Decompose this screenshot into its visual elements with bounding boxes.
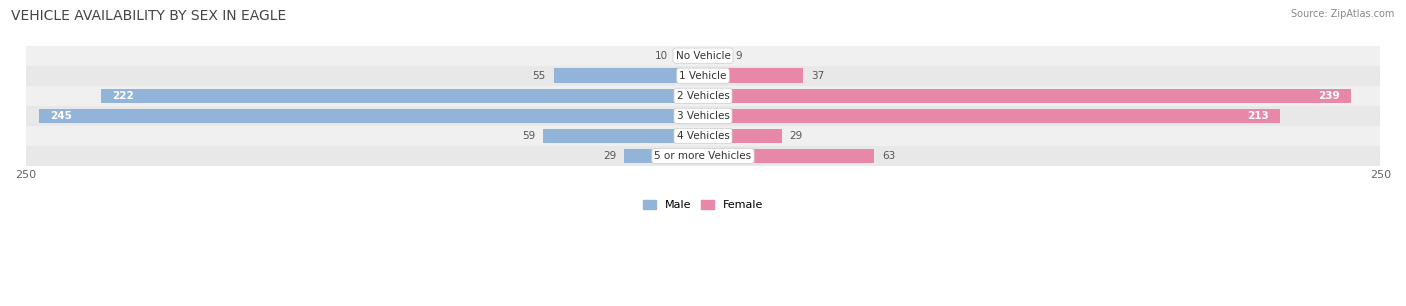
Text: No Vehicle: No Vehicle — [675, 50, 731, 61]
Bar — [101, 88, 703, 103]
Text: 245: 245 — [51, 111, 72, 121]
Bar — [703, 48, 727, 63]
Text: 59: 59 — [522, 131, 536, 141]
Text: 3 Vehicles: 3 Vehicles — [676, 111, 730, 121]
Bar — [703, 149, 873, 163]
Bar — [703, 88, 1351, 103]
Text: Source: ZipAtlas.com: Source: ZipAtlas.com — [1291, 9, 1395, 19]
Text: 222: 222 — [112, 91, 134, 101]
Text: 55: 55 — [533, 71, 546, 81]
Bar — [25, 46, 1381, 66]
Text: VEHICLE AVAILABILITY BY SEX IN EAGLE: VEHICLE AVAILABILITY BY SEX IN EAGLE — [11, 9, 287, 23]
Text: 5 or more Vehicles: 5 or more Vehicles — [654, 151, 752, 161]
Bar — [25, 106, 1381, 126]
Bar — [25, 146, 1381, 166]
Text: 37: 37 — [811, 71, 825, 81]
Text: 1 Vehicle: 1 Vehicle — [679, 71, 727, 81]
Bar — [703, 109, 1281, 123]
Bar — [25, 86, 1381, 106]
Bar — [39, 109, 703, 123]
Bar — [554, 69, 703, 83]
Bar — [25, 66, 1381, 86]
Legend: Male, Female: Male, Female — [638, 195, 768, 215]
Text: 213: 213 — [1247, 111, 1270, 121]
Text: 4 Vehicles: 4 Vehicles — [676, 131, 730, 141]
Text: 2 Vehicles: 2 Vehicles — [676, 91, 730, 101]
Text: 63: 63 — [882, 151, 896, 161]
Text: 29: 29 — [603, 151, 616, 161]
Bar — [25, 126, 1381, 146]
Bar — [543, 129, 703, 143]
Bar — [703, 69, 803, 83]
Text: 10: 10 — [655, 50, 668, 61]
Text: 29: 29 — [790, 131, 803, 141]
Bar — [703, 129, 782, 143]
Bar — [676, 48, 703, 63]
Bar — [624, 149, 703, 163]
Text: 9: 9 — [735, 50, 742, 61]
Text: 239: 239 — [1319, 91, 1340, 101]
